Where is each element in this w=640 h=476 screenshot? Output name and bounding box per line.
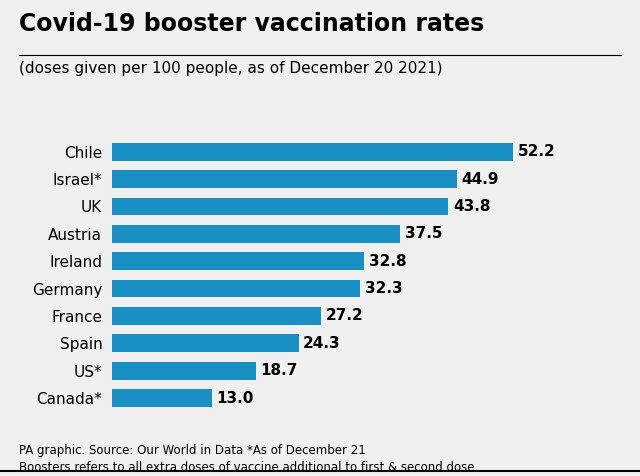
Text: 52.2: 52.2 [518,144,556,159]
Bar [112,280,360,298]
Text: 18.7: 18.7 [260,363,298,378]
Bar [112,307,321,325]
Text: Covid-19 booster vaccination rates: Covid-19 booster vaccination rates [19,12,484,36]
Text: 27.2: 27.2 [326,308,364,324]
Bar [112,389,212,407]
Text: 13.0: 13.0 [216,390,254,406]
Text: 24.3: 24.3 [303,336,341,351]
Bar [112,252,364,270]
Text: 32.8: 32.8 [369,254,406,269]
Bar [112,170,457,188]
Bar [112,143,513,160]
Text: 37.5: 37.5 [404,226,442,241]
Text: 44.9: 44.9 [461,171,499,187]
Bar [112,225,400,243]
Bar [112,362,255,379]
Bar [112,198,449,215]
Text: PA graphic. Source: Our World in Data *As of December 21
Boosters refers to all : PA graphic. Source: Our World in Data *A… [19,444,475,474]
Text: (doses given per 100 people, as of December 20 2021): (doses given per 100 people, as of Decem… [19,61,443,76]
Text: 32.3: 32.3 [365,281,403,296]
Bar [112,335,299,352]
Text: 43.8: 43.8 [453,199,490,214]
